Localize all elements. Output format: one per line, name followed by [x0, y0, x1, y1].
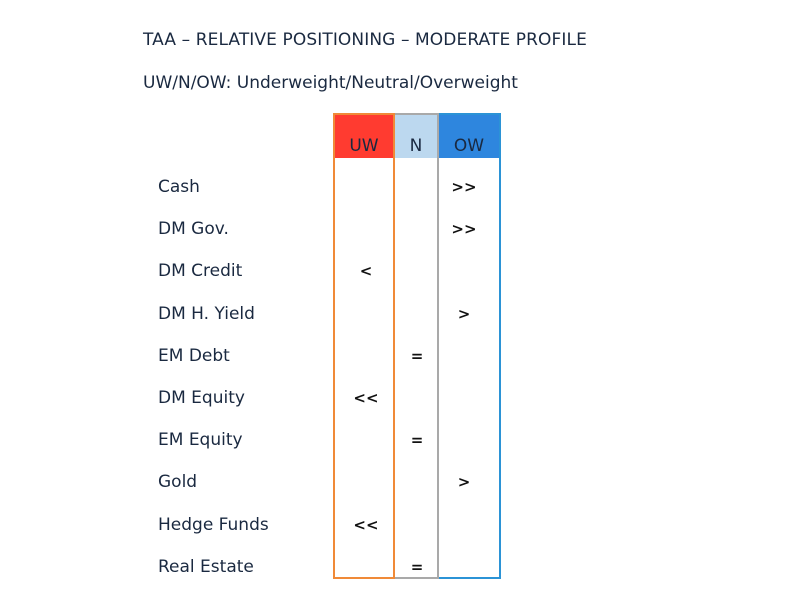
row-label: DM H. Yield — [158, 304, 255, 324]
column-header-n: N — [395, 115, 437, 158]
row-label: DM Credit — [158, 261, 243, 281]
row-label: DM Equity — [158, 388, 245, 408]
row-label: DM Gov. — [158, 219, 229, 239]
row-label: Real Estate — [158, 557, 254, 577]
row-label: Cash — [158, 177, 200, 197]
column-ow: OW — [439, 113, 501, 579]
position-signal: > — [457, 473, 471, 491]
position-signal: = — [410, 558, 424, 576]
column-uw: UW — [333, 113, 395, 579]
position-signal: = — [410, 347, 424, 365]
position-signal: < — [359, 262, 373, 280]
column-n: N — [395, 113, 439, 579]
chart-title: TAA – RELATIVE POSITIONING – MODERATE PR… — [143, 30, 587, 50]
position-signal: = — [410, 431, 424, 449]
row-label: EM Equity — [158, 430, 243, 450]
position-signal: >> — [451, 178, 477, 196]
row-label: Hedge Funds — [158, 515, 269, 535]
row-label: Gold — [158, 472, 198, 492]
column-header-uw: UW — [335, 115, 393, 158]
row-label: EM Debt — [158, 346, 230, 366]
position-signal: << — [353, 516, 379, 534]
position-signal: > — [457, 305, 471, 323]
column-header-ow: OW — [439, 115, 499, 158]
position-signal: << — [353, 389, 379, 407]
position-signal: >> — [451, 220, 477, 238]
chart-subtitle: UW/N/OW: Underweight/Neutral/Overweight — [143, 73, 518, 93]
